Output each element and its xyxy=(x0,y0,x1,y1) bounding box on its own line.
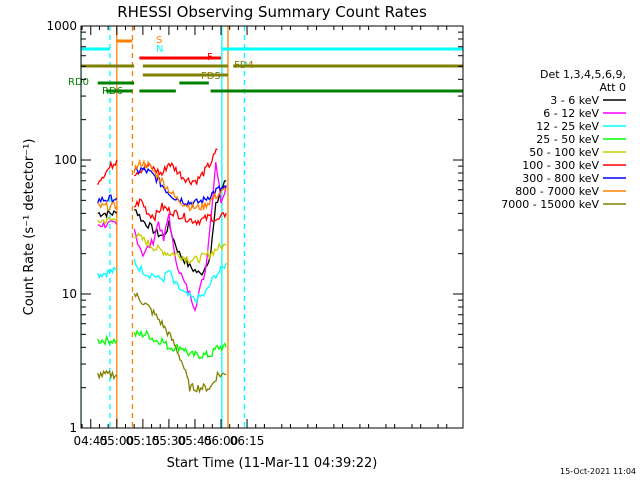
chart-title: RHESSI Observing Summary Count Rates xyxy=(117,3,427,21)
legend-entry-label: 7000 - 15000 keV xyxy=(501,198,599,211)
x-axis-label: Start Time (11-Mar-11 04:39:22) xyxy=(167,456,378,471)
state-bar-label: S xyxy=(156,35,162,46)
legend-entry-label: 100 - 300 keV xyxy=(522,159,599,172)
y-tick-label: 10 xyxy=(62,287,77,301)
series-line xyxy=(133,258,227,304)
legend-entry-label: 3 - 6 keV xyxy=(550,94,599,107)
footer-date: 15-Oct-2021 11:04 xyxy=(560,467,636,476)
x-tick-label: 05:45 xyxy=(178,434,213,448)
series-line xyxy=(97,220,118,229)
legend-header-line-1: Det 1,3,4,5,6,9, xyxy=(540,68,626,81)
series-line xyxy=(134,231,227,264)
vertical-markers xyxy=(81,26,246,428)
series-line xyxy=(133,329,227,360)
series-line xyxy=(97,200,118,212)
state-bar-labels: SN F FD4 FD5 RD0 RD6 xyxy=(68,35,254,97)
legend-header-line-2: Att 0 xyxy=(600,81,626,94)
legend-entry-label: 25 - 50 keV xyxy=(536,133,599,146)
series-line xyxy=(133,198,227,227)
series-line xyxy=(134,180,227,276)
x-tick-label: 05:30 xyxy=(152,434,187,448)
series-line xyxy=(97,208,118,219)
legend-entry-label: 800 - 7000 keV xyxy=(515,185,599,198)
y-tick-label: 1000 xyxy=(46,19,77,33)
x-tick-label: 05:00 xyxy=(100,434,135,448)
series-line xyxy=(133,291,227,394)
series-lines xyxy=(97,148,227,394)
series-line xyxy=(97,266,118,279)
axes: 1 10 100 1000 04:4505:0005:1505:3005:4506:00… xyxy=(46,19,463,448)
x-tick-label: 04:45 xyxy=(73,434,108,448)
series-line xyxy=(133,148,218,186)
legend-entry-label: 12 - 25 keV xyxy=(536,120,599,133)
series-line xyxy=(97,159,118,185)
state-bar-label: FD5 xyxy=(201,71,221,82)
state-bar-label: RD6 xyxy=(102,86,123,97)
y-tick-label: 1 xyxy=(69,421,77,435)
state-bar-label: F xyxy=(207,52,213,63)
series-line xyxy=(97,216,118,225)
state-bar-label: FD4 xyxy=(234,60,254,71)
state-bar-label: N xyxy=(156,44,163,55)
series-line xyxy=(133,158,227,212)
x-tick-label: 06:00 xyxy=(204,434,239,448)
series-line xyxy=(97,369,118,381)
y-tick-label: 100 xyxy=(54,153,77,167)
legend-entry-label: 50 - 100 keV xyxy=(529,146,599,159)
state-bars xyxy=(81,39,463,93)
plot-frame xyxy=(80,25,464,429)
legend-entry-label: 6 - 12 keV xyxy=(543,107,599,120)
x-tick-label: 06:15 xyxy=(230,434,265,448)
legend-entry-label: 300 - 800 keV xyxy=(522,172,599,185)
x-tick-label: 05:15 xyxy=(126,434,161,448)
state-bar-label: RD0 xyxy=(68,77,89,88)
y-axis-label: Count Rate (s⁻¹ detector⁻¹) xyxy=(22,139,37,316)
series-line xyxy=(97,334,118,347)
series-line xyxy=(97,194,118,205)
